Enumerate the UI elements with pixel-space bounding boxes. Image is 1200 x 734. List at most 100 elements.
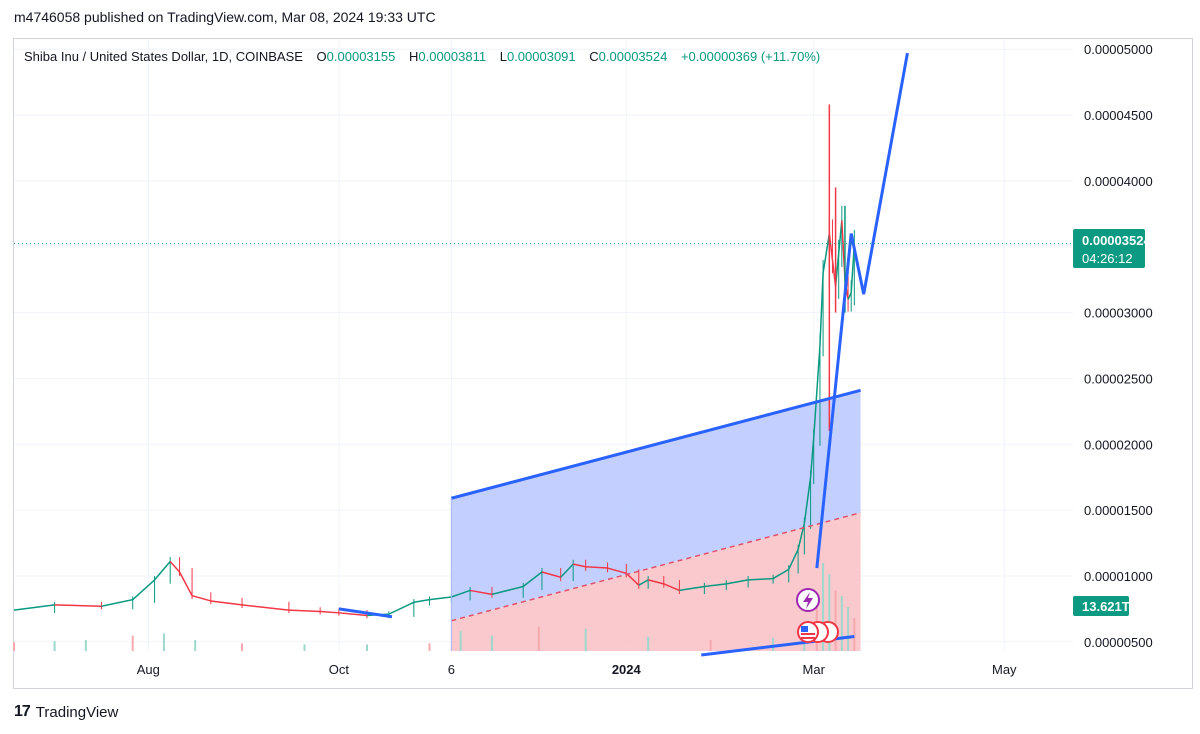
price-segment	[812, 345, 821, 438]
volume-bar	[84, 640, 87, 651]
projection-line	[815, 52, 909, 569]
price-segment	[451, 589, 471, 598]
price-segment	[241, 604, 289, 611]
symbol-name: Shiba Inu / United States Dollar, 1D, CO…	[24, 49, 303, 64]
volume-bar	[162, 633, 165, 651]
channel-mid-line	[451, 512, 861, 622]
price-segment	[13, 604, 55, 611]
publish-info: m4746058 published on TradingView.com, M…	[14, 9, 436, 25]
volume-bar	[772, 637, 775, 651]
volume-tag-value: 13.621T	[1082, 599, 1130, 614]
volume-bar	[584, 629, 587, 651]
price-segment	[178, 571, 193, 597]
channel-upper-line	[450, 388, 861, 500]
price-segment	[320, 610, 339, 614]
channel-drawing	[451, 390, 861, 651]
price-segment	[338, 612, 368, 617]
volume-bar	[834, 590, 837, 651]
volume-bar	[840, 596, 843, 651]
price-segment	[607, 567, 627, 575]
price-tag-countdown: 04:26:12	[1082, 251, 1133, 266]
price-segment	[210, 600, 243, 606]
price-segment	[132, 579, 156, 601]
volume-bar	[241, 643, 244, 651]
price-segment	[809, 437, 815, 478]
y-tick-label: 0.00004500	[1084, 108, 1153, 123]
ohlc-legend: Shiba Inu / United States Dollar, 1D, CO…	[24, 49, 820, 64]
tradingview-logo: 17	[14, 703, 31, 720]
low-value: 0.00003091	[506, 49, 576, 64]
volume-bar	[459, 631, 462, 651]
x-tick-label: 6	[448, 662, 455, 677]
price-segment	[154, 560, 171, 581]
price-segment	[522, 571, 543, 588]
y-tick-label: 0.00002000	[1084, 437, 1153, 452]
price-segment	[54, 604, 102, 607]
x-tick-label: Aug	[137, 662, 160, 677]
price-segment	[573, 563, 586, 568]
price-segment	[819, 273, 824, 346]
price-segment	[726, 579, 749, 585]
y-tick-label: 0.00004000	[1084, 174, 1153, 189]
y-tick-label: 0.00003000	[1084, 306, 1153, 321]
x-tick-label: 2024	[612, 662, 642, 677]
volume-bar	[53, 641, 56, 651]
price-segment	[679, 585, 705, 592]
price-segment	[585, 565, 608, 569]
price-segment	[803, 477, 812, 524]
tradingview-brand: TradingView	[35, 703, 119, 721]
footer[interactable]: 17 TradingView	[14, 703, 118, 721]
price-segment	[625, 572, 640, 586]
price-segment	[541, 571, 561, 578]
volume-bar	[647, 636, 650, 651]
price-segment	[847, 292, 852, 300]
small-trend-arrow	[338, 607, 393, 619]
close-value: 0.00003524	[598, 49, 668, 64]
chart-frame	[13, 38, 1193, 689]
change-value: +0.00000369 (+11.70%)	[680, 49, 821, 64]
price-segment	[388, 601, 415, 615]
us-flag-icon[interactable]	[797, 621, 839, 643]
x-axis: Aug Oct 6 2024 Mar May	[137, 662, 1017, 677]
open-label: O	[316, 49, 327, 64]
volume-bar	[853, 618, 856, 651]
price-segment	[748, 577, 774, 581]
price-segment	[101, 598, 133, 607]
price-segment	[788, 549, 799, 570]
grid-lines	[14, 40, 1073, 651]
y-tick-label: 0.00002500	[1084, 371, 1153, 386]
lightning-icon[interactable]	[796, 588, 820, 612]
price-segment	[638, 579, 649, 586]
price-segment	[704, 583, 727, 588]
price-segment	[169, 560, 181, 573]
x-tick-label: Mar	[803, 662, 826, 677]
trend-drawings	[338, 52, 909, 657]
x-tick-label: May	[992, 662, 1017, 677]
volume-bar	[131, 635, 134, 651]
y-tick-label: 0.00005000	[1084, 42, 1153, 57]
close-label: C	[589, 49, 599, 64]
x-tick-label: Oct	[329, 662, 350, 677]
price-segment	[413, 598, 430, 604]
volume-tag: 13.621T	[1073, 596, 1130, 616]
volume-bar	[13, 642, 15, 651]
volume-bar	[828, 574, 831, 651]
low-label: L	[499, 49, 507, 64]
high-value: 0.00003811	[418, 49, 487, 64]
price-segment	[663, 583, 680, 592]
volume-bar	[822, 563, 825, 651]
y-tick-label: 0.00000500	[1084, 635, 1153, 650]
y-axis: 0.00005000 0.00004500 0.00004000 0.00003000…	[1084, 42, 1153, 650]
open-value: 0.00003155	[326, 49, 396, 64]
price-segment	[469, 589, 493, 596]
y-tick-label: 0.00001500	[1084, 503, 1153, 518]
price-segment	[191, 594, 212, 602]
volume-bar	[366, 644, 368, 651]
channel-upper-fill	[451, 390, 861, 621]
price-segment	[429, 596, 452, 601]
price-segment	[647, 579, 664, 585]
price-segment	[772, 568, 790, 580]
price-segment	[837, 220, 843, 254]
volume-bar	[537, 626, 540, 651]
